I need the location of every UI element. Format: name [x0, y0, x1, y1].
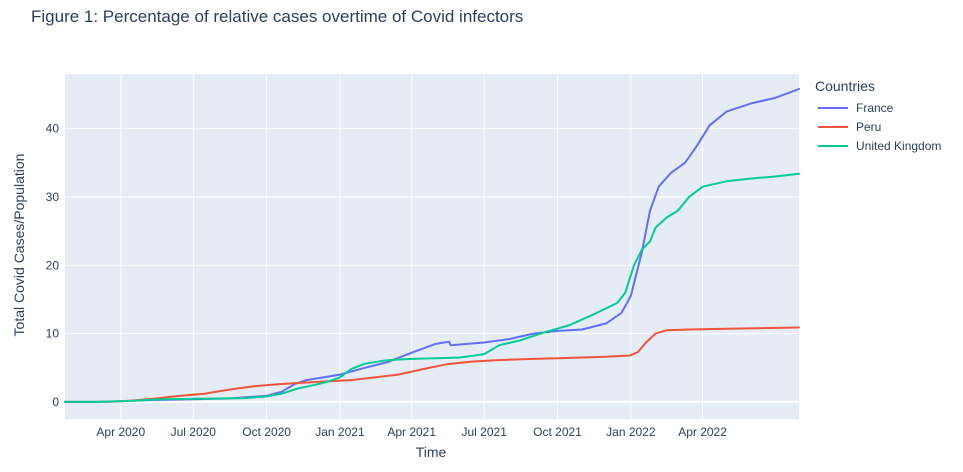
x-tick-label: Apr 2020	[96, 425, 145, 439]
x-tick-labels: Apr 2020 Jul 2020 Oct 2020 Jan 2021 Apr 2021…	[96, 425, 727, 439]
x-tick-label: Jul 2020	[171, 425, 217, 439]
y-gridlines	[65, 128, 799, 403]
legend: Countries France Peru United Kingdom	[815, 78, 941, 155]
y-tick-label: 20	[46, 258, 60, 272]
x-gridlines	[120, 74, 704, 419]
legend-item-france[interactable]: France	[815, 98, 941, 117]
x-tick-label: Jan 2022	[606, 425, 656, 439]
y-tick-labels: 0 10 20 30 40	[46, 122, 60, 409]
series-line-united-kingdom[interactable]	[64, 172, 800, 403]
y-tick-label: 0	[52, 395, 59, 409]
y-tick-label: 40	[46, 122, 60, 136]
y-tick-label: 10	[46, 327, 60, 341]
legend-item-peru[interactable]: Peru	[815, 117, 941, 136]
legend-swatch-peru	[818, 125, 848, 128]
series-line-peru[interactable]	[64, 326, 800, 403]
x-axis-title: Time	[415, 444, 447, 460]
x-tick-label: Jan 2021	[315, 425, 365, 439]
plot-area	[65, 74, 799, 419]
x-tick-label: Oct 2021	[533, 425, 582, 439]
series-lines	[64, 88, 800, 403]
x-tick-label: Apr 2021	[387, 425, 436, 439]
chart-title: Figure 1: Percentage of relative cases o…	[31, 7, 524, 26]
legend-title: Countries	[815, 78, 875, 94]
legend-label-france: France	[856, 100, 894, 115]
legend-swatch-france	[818, 106, 848, 109]
y-axis-title: Total Covid Cases/Population	[11, 153, 27, 337]
x-tick-label: Apr 2022	[678, 425, 727, 439]
y-tick-label: 30	[46, 190, 60, 204]
legend-item-united-kingdom[interactable]: United Kingdom	[815, 136, 941, 155]
x-tick-label: Jul 2021	[462, 425, 508, 439]
legend-swatch-united-kingdom	[818, 144, 848, 147]
x-tick-label: Oct 2020	[242, 425, 291, 439]
legend-label-united-kingdom: United Kingdom	[856, 138, 942, 153]
legend-label-peru: Peru	[856, 119, 882, 134]
